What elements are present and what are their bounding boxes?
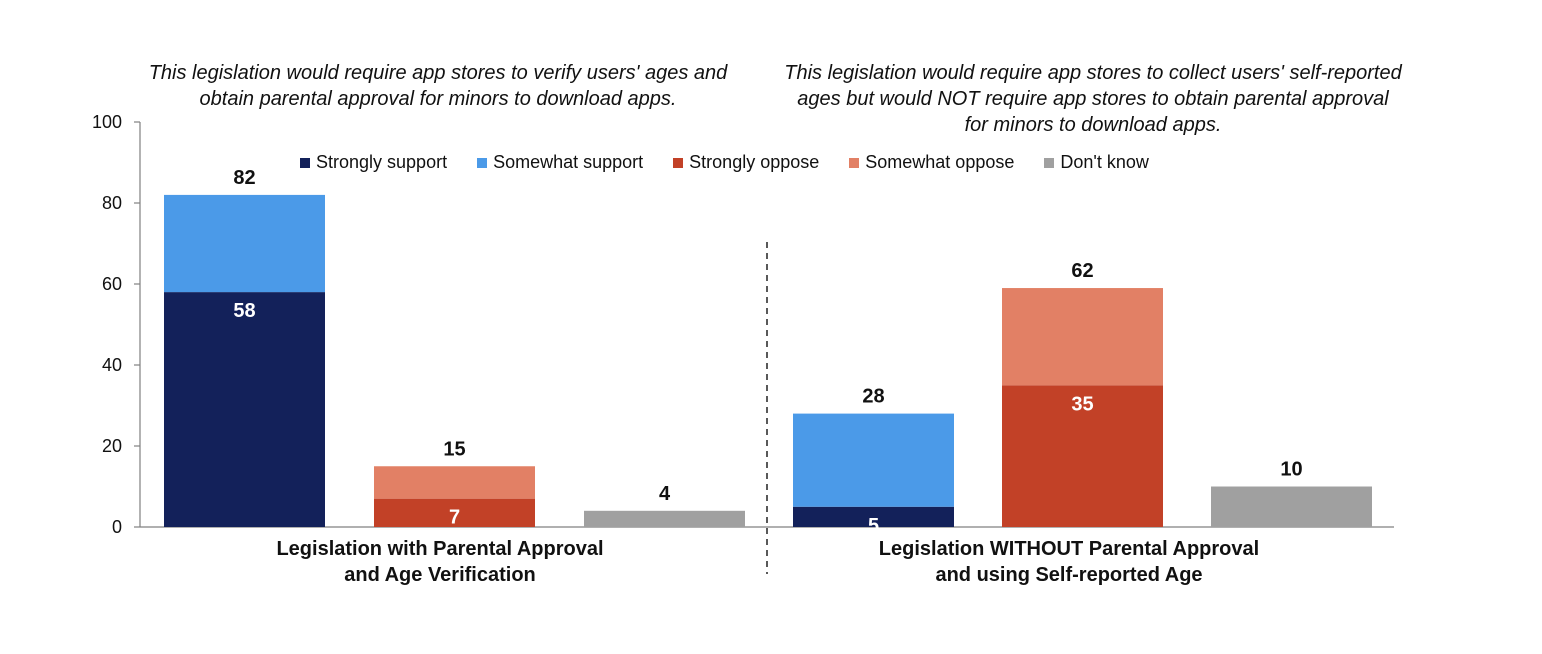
bar-segment-strongly-support [793, 506, 954, 527]
legend-swatch [1044, 157, 1055, 168]
bar-segment-somewhat-support [164, 194, 325, 293]
x-category-label: and Age Verification [344, 564, 536, 586]
legend-dont-know: Don't know [1044, 152, 1149, 173]
legend-strongly-support: Strongly support [300, 152, 447, 173]
x-category-label: Legislation with Parental Approval [276, 538, 603, 560]
segment-value-label: 5 [868, 515, 879, 537]
bar-total-label: 10 [1280, 459, 1302, 481]
legend-swatch [477, 157, 488, 168]
x-category-label: and using Self-reported Age [935, 564, 1202, 586]
legend-label: Strongly support [316, 152, 448, 172]
y-tick-label: 0 [112, 517, 122, 537]
bar-segment-dont-know [1211, 486, 1372, 527]
legend-label: Somewhat oppose [865, 152, 1015, 172]
segment-value-label: 58 [233, 300, 255, 322]
bar-segment-strongly-support [164, 292, 325, 527]
legend-swatch [673, 157, 684, 168]
bar-segment-somewhat-oppose [374, 466, 535, 499]
bar-total-label: 15 [443, 438, 465, 460]
legend: Strongly support Somewhat support Strong… [300, 152, 1149, 173]
bar-segment-strongly-oppose [1002, 385, 1163, 527]
bar-segment-somewhat-oppose [1002, 288, 1163, 386]
y-tick-label: 40 [102, 355, 122, 375]
legend-somewhat-support: Somewhat support [477, 152, 643, 173]
legend-somewhat-oppose: Somewhat oppose [849, 152, 1014, 173]
right-panel-description: This legislation would require app store… [784, 62, 1402, 136]
bar-segment-somewhat-support [793, 413, 954, 507]
legend-strongly-oppose: Strongly oppose [673, 152, 819, 173]
legend-label: Don't know [1060, 152, 1149, 172]
legend-swatch [300, 157, 310, 168]
y-tick-label: 20 [102, 436, 122, 456]
legend-label: Somewhat support [493, 152, 644, 172]
bar-total-label: 82 [233, 167, 255, 189]
bar-total-label: 4 [659, 483, 671, 505]
left-panel-description: This legislation would require app store… [148, 62, 728, 110]
segment-value-label: 7 [449, 507, 460, 529]
y-tick-label: 60 [102, 274, 122, 294]
bar-total-label: 62 [1071, 260, 1093, 282]
bar-segment-strongly-oppose [374, 498, 535, 527]
legend-swatch [849, 157, 860, 168]
bar-segment-dont-know [584, 510, 745, 527]
segment-value-label: 35 [1071, 393, 1093, 415]
legend-label: Strongly oppose [689, 152, 820, 172]
bar-total-label: 28 [862, 386, 884, 408]
x-category-label: Legislation WITHOUT Parental Approval [879, 538, 1259, 560]
y-tick-label: 100 [92, 112, 122, 132]
y-tick-label: 80 [102, 193, 122, 213]
